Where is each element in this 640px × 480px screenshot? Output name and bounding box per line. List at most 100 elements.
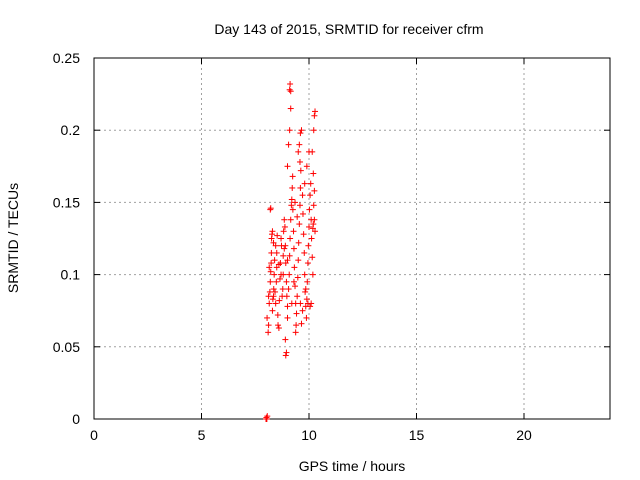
data-point-marker <box>266 264 273 271</box>
data-point-marker <box>295 148 302 155</box>
data-point-marker <box>279 286 286 293</box>
plot-frame <box>93 57 611 420</box>
y-tick-label: 0 <box>72 411 80 427</box>
data-point-marker <box>267 205 274 212</box>
data-point-marker <box>312 228 319 235</box>
data-point-marker <box>280 228 287 235</box>
data-point-marker <box>276 297 283 304</box>
data-point-marker <box>266 288 273 295</box>
data-point-marker <box>269 307 276 314</box>
data-point-marker <box>309 254 316 261</box>
data-point-marker <box>280 252 287 259</box>
data-point-marker <box>275 322 282 329</box>
data-point-marker <box>293 322 300 329</box>
data-point-marker <box>303 314 310 321</box>
data-point-marker <box>275 261 282 268</box>
data-point-marker <box>277 260 284 267</box>
data-point-marker <box>274 312 281 319</box>
data-point-marker <box>292 283 299 290</box>
data-point-marker <box>287 80 294 87</box>
data-point-marker <box>286 86 293 93</box>
data-point-marker <box>297 167 304 174</box>
data-point-marker <box>273 278 280 285</box>
data-point-marker <box>303 296 310 303</box>
data-point-marker <box>307 180 314 187</box>
data-point-marker <box>282 242 289 249</box>
data-point-marker <box>285 141 292 148</box>
data-point-marker <box>265 322 272 329</box>
tick-labels: 0 5 10 15 20 0 0.05 0.1 0.15 0.2 0.25 <box>53 50 532 443</box>
data-point-marker <box>264 314 271 321</box>
data-point-marker <box>306 148 312 155</box>
data-point-marker <box>301 271 308 278</box>
data-point-marker <box>272 300 279 307</box>
y-tick-label: 0.15 <box>53 194 80 210</box>
data-point-marker <box>267 278 274 285</box>
data-point-marker <box>282 352 289 359</box>
data-points <box>263 80 319 422</box>
data-point-marker <box>312 108 319 115</box>
x-tick-label: 20 <box>516 427 532 443</box>
grid-lines <box>94 58 610 419</box>
data-point-marker <box>269 228 276 235</box>
data-point-marker <box>263 416 270 422</box>
data-point-marker <box>292 199 299 206</box>
data-point-marker <box>271 271 278 278</box>
data-point-marker <box>289 184 296 191</box>
data-point-marker <box>294 293 301 300</box>
data-point-marker <box>284 314 291 321</box>
x-tick-label: 15 <box>409 427 425 443</box>
data-point-marker <box>283 349 290 356</box>
data-point-marker <box>268 249 275 256</box>
data-point-marker <box>269 296 276 303</box>
data-point-marker <box>299 307 306 314</box>
axis-ticks <box>93 57 610 420</box>
data-point-marker <box>298 320 305 327</box>
y-tick-label: 0.05 <box>53 339 80 355</box>
data-point-marker <box>300 231 307 238</box>
data-point-marker <box>290 228 297 235</box>
data-point-marker <box>296 221 303 228</box>
data-point-marker <box>284 303 291 310</box>
chart-title: Day 143 of 2015, SRMTID for receiver cfr… <box>214 21 483 37</box>
x-tick-label: 10 <box>301 427 317 443</box>
data-point-marker <box>284 163 291 170</box>
data-point-marker <box>299 210 306 217</box>
data-point-marker <box>287 88 294 95</box>
data-point-marker <box>266 300 273 307</box>
x-tick-label: 5 <box>198 427 206 443</box>
x-tick-label: 0 <box>90 427 98 443</box>
data-point-marker <box>270 239 277 246</box>
data-point-marker <box>283 278 290 285</box>
data-point-marker <box>309 271 316 278</box>
data-point-marker <box>295 257 302 264</box>
data-point-marker <box>306 206 313 213</box>
data-point-marker <box>265 329 272 336</box>
data-point-marker <box>303 163 310 170</box>
y-axis-label: SRMTID / TECUs <box>5 183 21 293</box>
y-tick-label: 0.2 <box>61 122 81 138</box>
data-point-marker <box>271 257 278 264</box>
data-point-marker <box>287 216 294 223</box>
data-point-marker <box>278 235 285 242</box>
data-point-marker <box>293 310 300 317</box>
data-point-marker <box>289 206 296 213</box>
data-point-marker <box>294 213 301 220</box>
data-point-marker <box>290 278 297 285</box>
data-point-marker <box>310 170 317 177</box>
data-point-marker <box>288 202 295 209</box>
data-point-marker <box>276 275 283 282</box>
data-point-marker <box>288 300 295 307</box>
data-point-marker <box>311 216 318 223</box>
data-point-marker <box>306 223 312 230</box>
data-point-marker <box>285 286 292 293</box>
data-point-marker <box>283 293 290 300</box>
data-point-marker <box>295 239 302 246</box>
data-point-marker <box>297 300 304 307</box>
x-axis-label: GPS time / hours <box>299 458 406 474</box>
data-point-marker <box>270 286 277 293</box>
data-point-marker <box>287 105 294 112</box>
data-point-marker <box>267 268 274 275</box>
data-point-marker <box>264 413 271 420</box>
